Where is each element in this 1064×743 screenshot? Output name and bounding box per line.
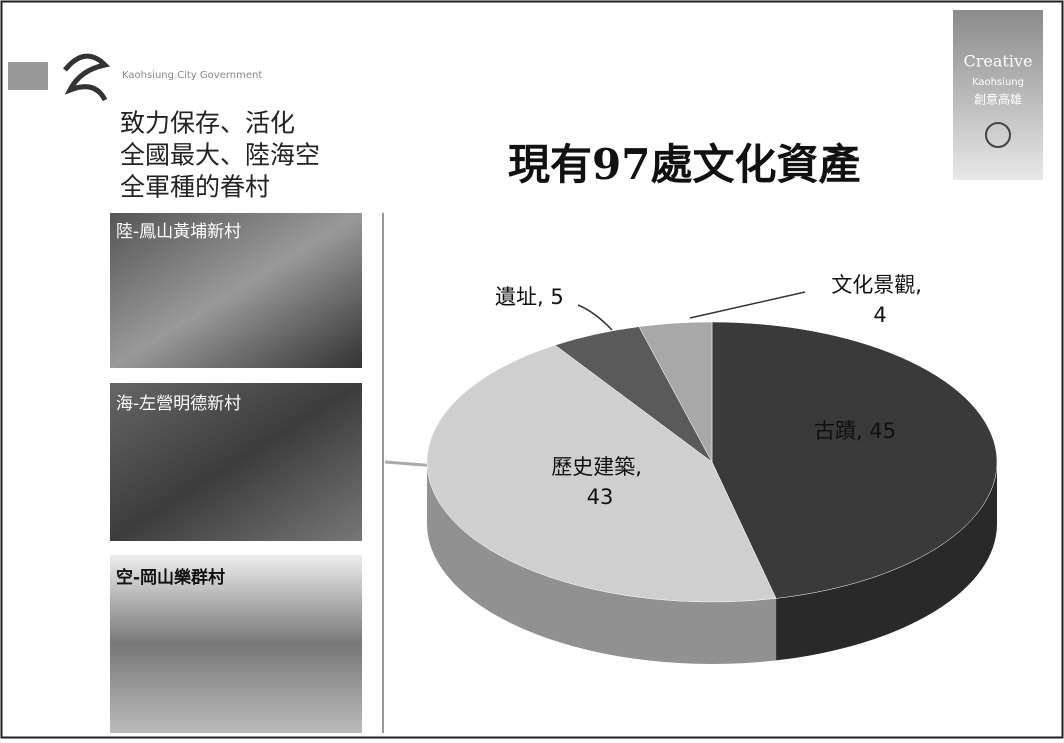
data-label: 古蹟, 45 [814,419,896,443]
leader-line [689,291,806,319]
pie-slice [638,321,713,463]
badge-chinese: 創意高雄 [974,92,1022,107]
bulb-icon [985,122,1011,148]
pie-slice-side [776,462,997,661]
logo-bar [8,62,48,90]
data-label-line: 4 [873,303,886,327]
pie-slice [426,344,777,603]
data-label-line: 43 [587,485,614,509]
pie-slice [711,321,998,599]
data-label-line: 歷史建築, [551,455,648,479]
photo [110,383,362,541]
chart-title: 現有97處文化資產 [508,140,860,189]
badge-subtitle: Kaohsiung [972,77,1024,88]
data-label: 文化景觀, 4 [831,273,928,327]
badge [953,10,1043,180]
logo-text: Kaohsiung City Government [122,70,262,81]
intro-line: 全國最大、陸海空 [120,141,320,170]
photo-caption: 海-左營明德新村 [116,394,241,414]
photo-caption: 空-岡山樂群村 [116,567,225,588]
data-label: 歷史建築, 43 [551,455,648,509]
logo-mark [63,53,111,102]
photo [110,555,362,733]
badge-title: Creative [964,52,1033,71]
photo [110,213,362,368]
data-label-line: 文化景觀, [831,273,928,297]
data-label: 遺址, 5 [495,285,564,309]
pie-slice-side [427,462,777,664]
intro-line: 全軍種的眷村 [120,173,270,202]
leader-line [577,304,613,331]
intro-line: 致力保存、活化 [120,109,295,138]
pie-chart: 古蹟, 45 歷史建築, 43 遺址, 5 文化景觀, 4 [426,273,998,664]
photo-caption: 陸-鳳山黃埔新村 [116,222,241,242]
